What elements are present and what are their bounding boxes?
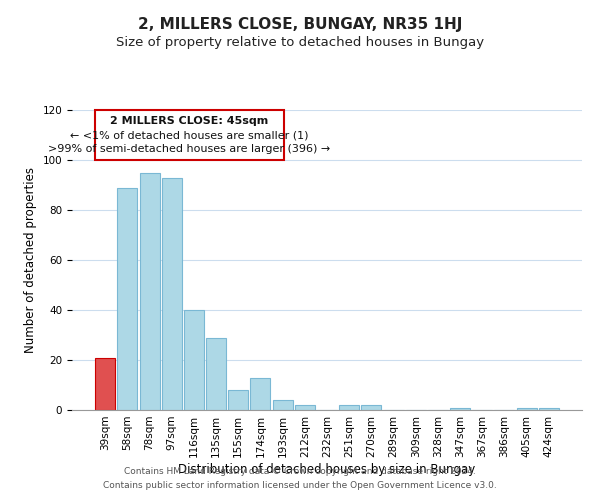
Text: Contains public sector information licensed under the Open Government Licence v3: Contains public sector information licen… bbox=[103, 481, 497, 490]
Bar bbox=[95, 358, 115, 410]
Text: >99% of semi-detached houses are larger (396) →: >99% of semi-detached houses are larger … bbox=[49, 144, 331, 154]
Y-axis label: Number of detached properties: Number of detached properties bbox=[24, 167, 37, 353]
Bar bbox=[272, 400, 293, 410]
Bar bbox=[140, 172, 160, 410]
Bar bbox=[295, 405, 315, 410]
FancyBboxPatch shape bbox=[95, 110, 284, 160]
Bar bbox=[184, 310, 204, 410]
Bar bbox=[206, 338, 226, 410]
Text: 2 MILLERS CLOSE: 45sqm: 2 MILLERS CLOSE: 45sqm bbox=[110, 116, 269, 126]
Bar bbox=[539, 408, 559, 410]
Bar bbox=[361, 405, 382, 410]
Bar bbox=[339, 405, 359, 410]
Text: 2, MILLERS CLOSE, BUNGAY, NR35 1HJ: 2, MILLERS CLOSE, BUNGAY, NR35 1HJ bbox=[138, 18, 462, 32]
Text: Size of property relative to detached houses in Bungay: Size of property relative to detached ho… bbox=[116, 36, 484, 49]
Bar bbox=[250, 378, 271, 410]
Bar bbox=[450, 408, 470, 410]
Bar bbox=[228, 390, 248, 410]
Bar bbox=[517, 408, 536, 410]
Text: ← <1% of detached houses are smaller (1): ← <1% of detached houses are smaller (1) bbox=[70, 130, 309, 140]
Text: Contains HM Land Registry data © Crown copyright and database right 2024.: Contains HM Land Registry data © Crown c… bbox=[124, 468, 476, 476]
X-axis label: Distribution of detached houses by size in Bungay: Distribution of detached houses by size … bbox=[178, 462, 476, 475]
Bar bbox=[162, 178, 182, 410]
Bar bbox=[118, 188, 137, 410]
